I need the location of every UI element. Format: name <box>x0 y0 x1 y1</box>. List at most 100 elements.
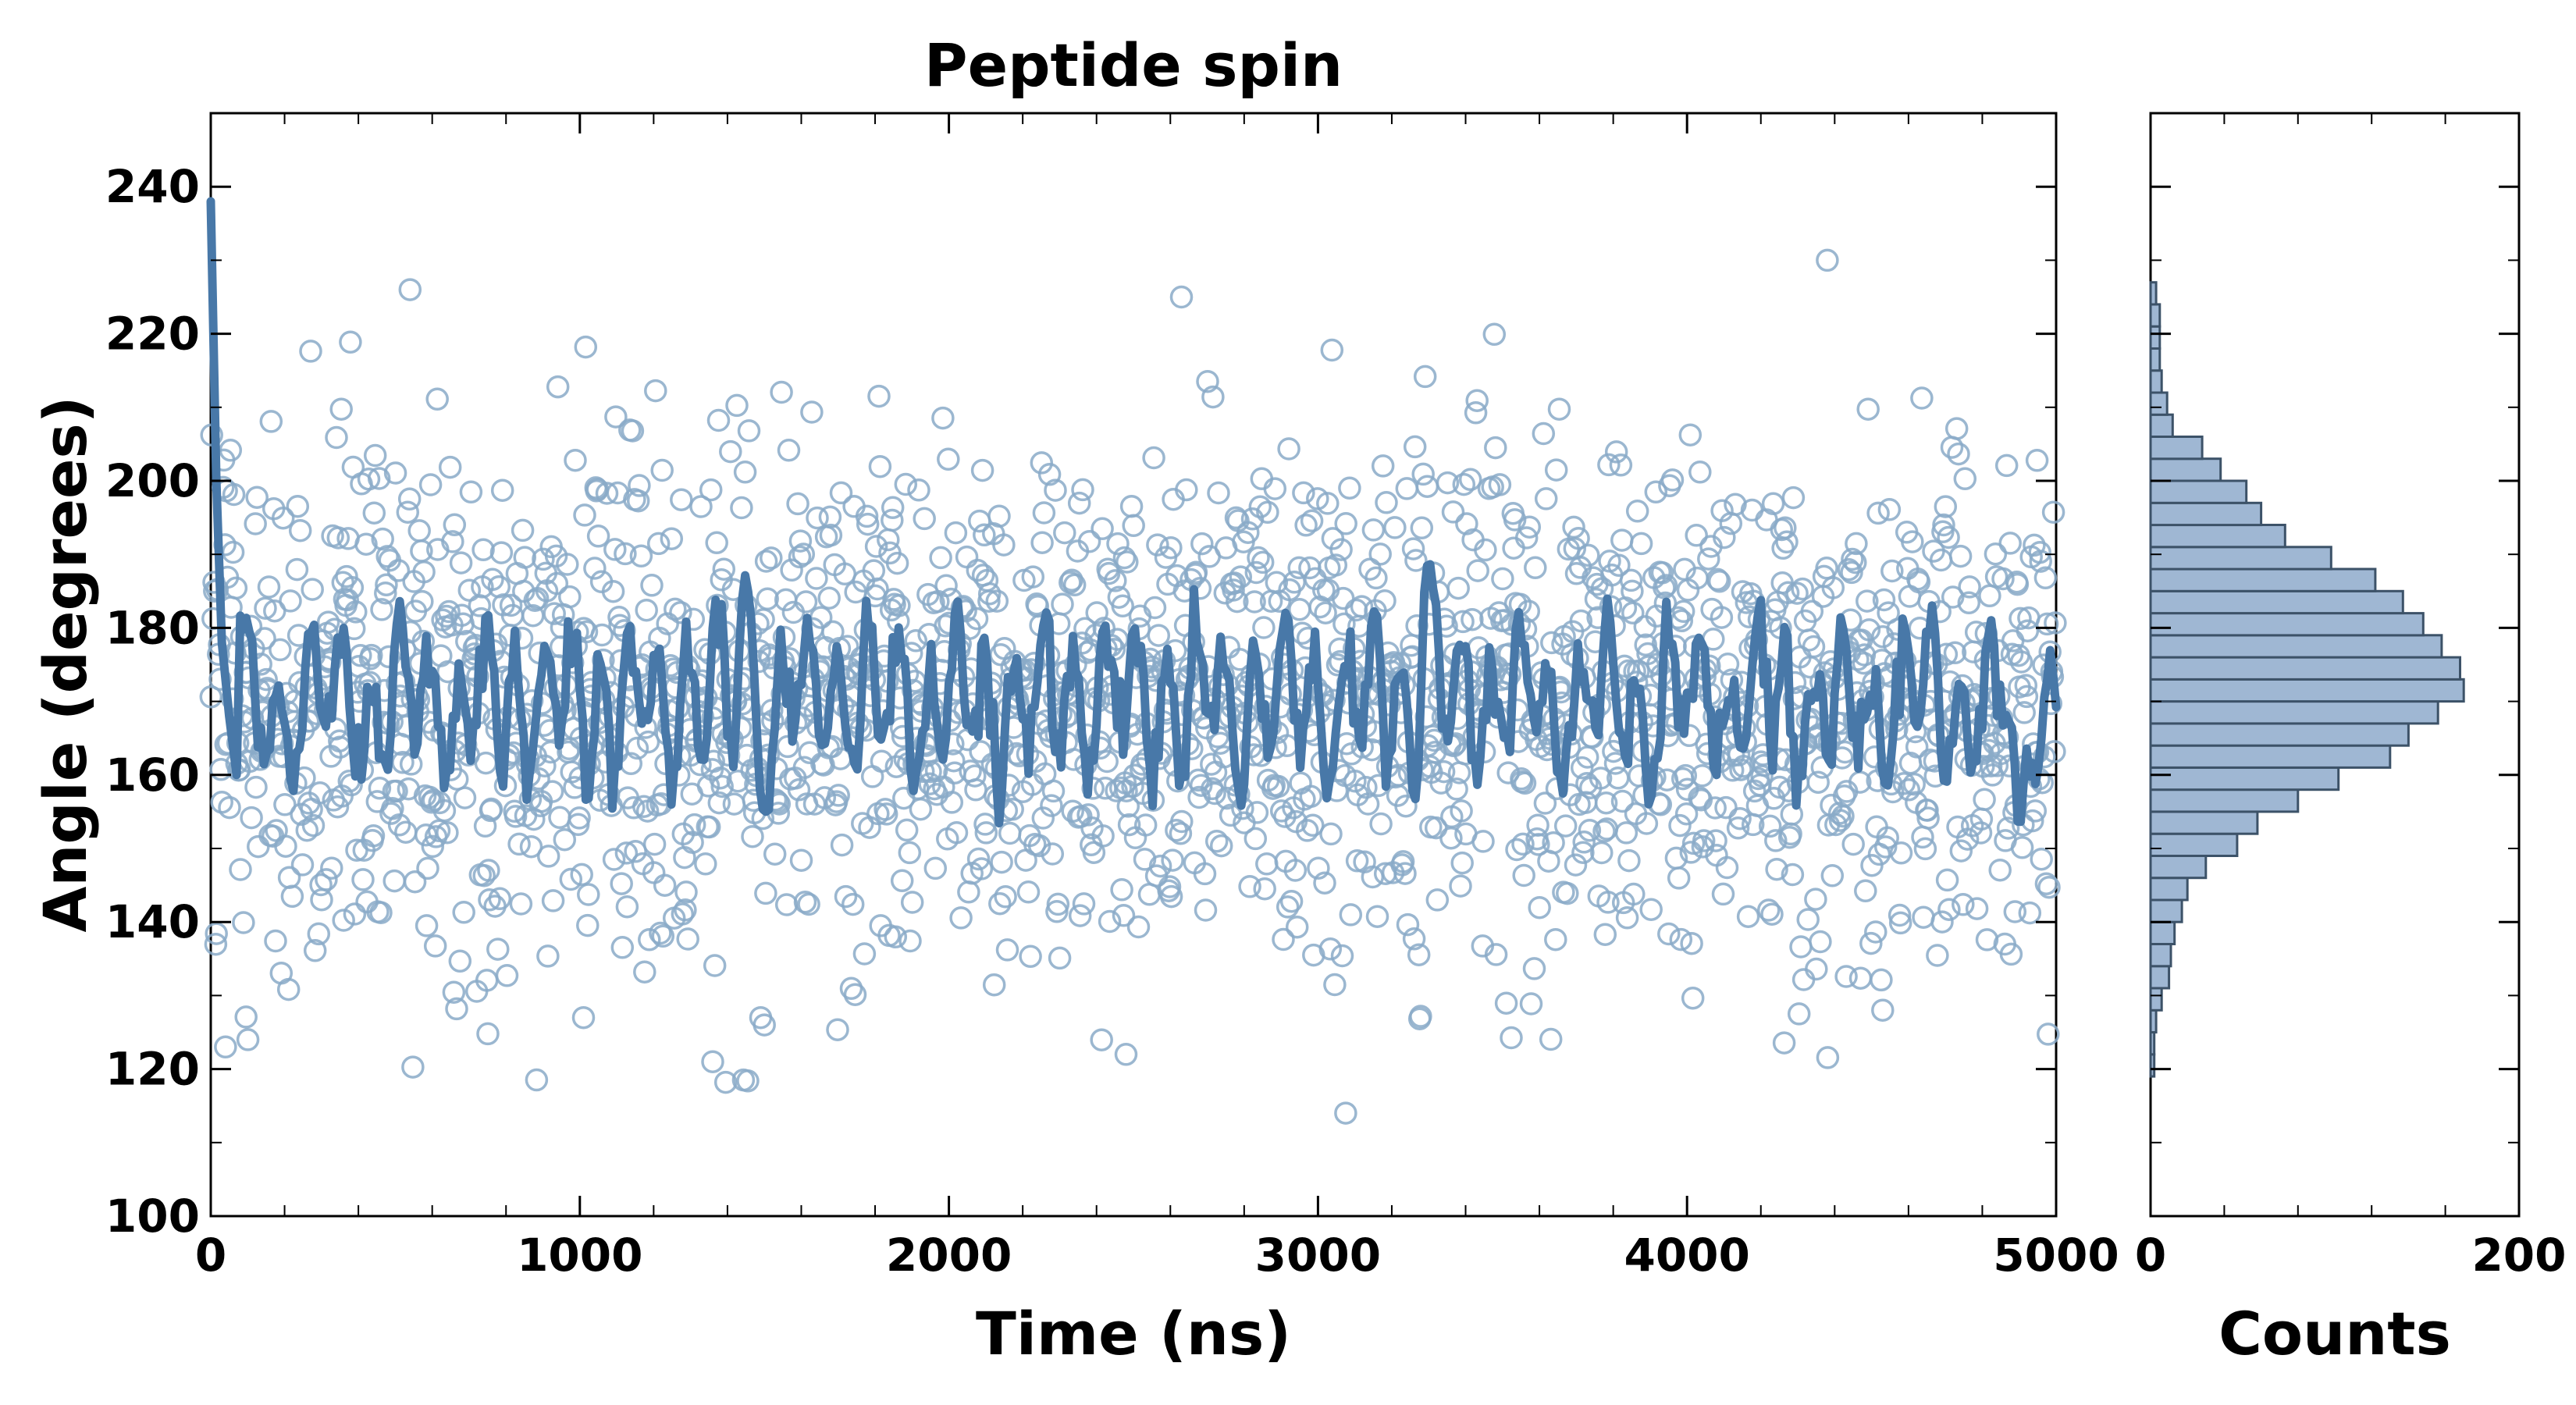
scatter-point <box>703 954 727 977</box>
scatter-point <box>316 610 340 634</box>
histogram-bar <box>2149 303 2161 328</box>
scatter-point <box>369 901 393 924</box>
scatter-point <box>945 820 969 845</box>
scatter-point <box>326 526 350 550</box>
scatter-point <box>1760 902 1784 926</box>
scatter-point <box>1791 577 1814 601</box>
scatter-point <box>1998 754 2022 778</box>
scatter-point <box>479 797 503 821</box>
scatter-point <box>1090 1028 1113 1051</box>
histogram-bar <box>2149 656 2461 681</box>
scatter-point <box>1528 895 1551 919</box>
scatter-point <box>437 599 461 624</box>
scatter-point <box>1901 530 1924 553</box>
scatter-point <box>852 942 877 966</box>
scatter-point <box>1544 927 1567 951</box>
scatter-point <box>1897 778 1921 802</box>
scatter-point <box>1668 813 1692 838</box>
scatter-point <box>644 379 667 403</box>
scatter-point <box>987 504 1011 528</box>
scatter-point <box>344 600 368 624</box>
scatter-point <box>1461 607 1484 631</box>
scatter-point <box>240 806 263 830</box>
scatter-point <box>224 576 248 600</box>
scatter-point <box>1522 957 1546 980</box>
histogram-bar <box>2149 854 2208 880</box>
scatter-point <box>973 523 996 547</box>
scatter-point <box>1500 1026 1523 1050</box>
scatter-point <box>1450 851 1474 875</box>
scatter-point <box>603 538 627 561</box>
y-axis-ticks: 100 120 140 160 180 200 220 240 <box>105 112 2056 1243</box>
histogram-bar <box>2149 678 2465 703</box>
scatter-point <box>383 461 407 485</box>
scatter-point <box>610 872 633 895</box>
scatter-point <box>970 857 994 880</box>
histogram-plot: 0 200 Counts <box>2135 112 2567 1368</box>
scatter-point <box>1572 831 1596 854</box>
scatter-point <box>1229 565 1253 589</box>
scatter-point <box>1159 884 1183 909</box>
scatter-point <box>1319 822 1343 846</box>
scatter-point <box>1931 520 1955 544</box>
scatter-point <box>1364 566 1388 590</box>
scatter-point <box>601 579 625 603</box>
scatter-point-outlier <box>1334 1101 1357 1125</box>
scatter-point <box>1958 575 1981 599</box>
histogram-bar <box>2149 589 2404 615</box>
scatter-point <box>452 901 475 924</box>
scatter-point <box>977 582 1002 606</box>
scatter-point <box>1411 462 1435 486</box>
scatter-point <box>2041 500 2065 524</box>
scatter-point <box>1800 599 1824 624</box>
scatter-point <box>1540 631 1564 655</box>
scatter-point <box>1610 789 1635 813</box>
scatter-point-outlier <box>398 278 422 301</box>
scatter-point <box>818 505 842 529</box>
x-tick-label: 5000 <box>1993 1229 2119 1282</box>
scatter-point <box>360 643 383 667</box>
scatter-point <box>543 602 566 625</box>
scatter-point <box>760 546 783 570</box>
scatter-point <box>1785 582 1809 605</box>
scatter-point <box>955 545 979 569</box>
scatter-point <box>681 831 704 854</box>
scatter-point <box>1805 957 1828 981</box>
scatter-point <box>1368 542 1392 566</box>
scatter-point-outlier <box>1169 285 1194 309</box>
scatter-point <box>1888 903 1912 927</box>
scatter-point <box>697 815 721 839</box>
scatter-point <box>1395 477 1419 500</box>
scatter-point <box>288 518 312 542</box>
scatter-point <box>1713 525 1736 550</box>
scatter-point <box>1318 937 1343 961</box>
scatter-point <box>1544 458 1568 482</box>
scatter-point <box>763 842 787 866</box>
scatter-point <box>1957 591 1981 615</box>
scatter-point <box>371 527 394 551</box>
scatter-point <box>1564 853 1588 877</box>
scatter-point <box>1610 528 1634 552</box>
scatter-point <box>1403 435 1427 459</box>
scatter-point <box>898 929 922 953</box>
y-tick-label: 200 <box>105 454 200 507</box>
scatter-point <box>403 870 427 894</box>
scatter-point <box>1285 915 1309 939</box>
scatter-point <box>633 960 656 984</box>
scatter-point <box>1021 565 1045 589</box>
scatter-point <box>1402 927 1426 951</box>
scatter-point <box>1889 841 1913 865</box>
scatter-point <box>1524 556 1547 580</box>
scatter-point <box>205 922 228 945</box>
scatter-point <box>1526 813 1550 837</box>
scatter-point <box>1133 848 1157 871</box>
scatter-point <box>1314 601 1337 624</box>
scatter-point <box>1051 592 1074 616</box>
y-tick-label: 240 <box>105 160 200 213</box>
scatter-point <box>367 467 391 490</box>
scatter-point <box>1621 579 1644 603</box>
scatter-point <box>519 834 543 859</box>
scatter-point <box>1276 895 1300 919</box>
scatter-point <box>1660 468 1685 492</box>
scatter-point <box>1396 912 1420 937</box>
